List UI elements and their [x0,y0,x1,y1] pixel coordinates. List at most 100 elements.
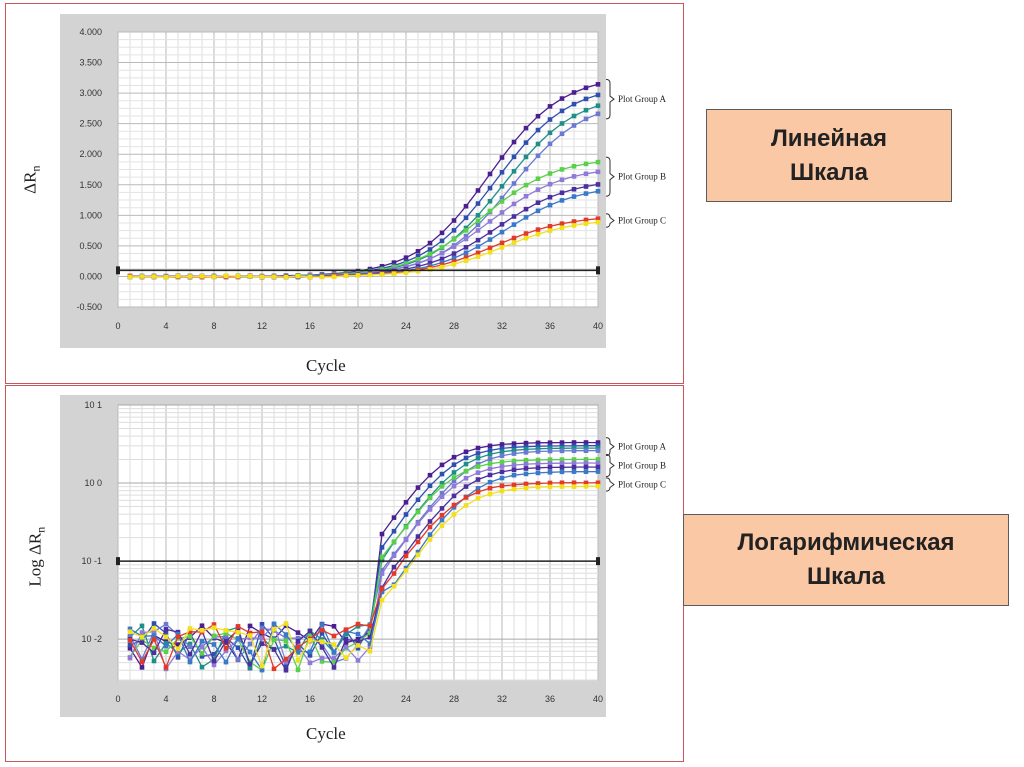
log-series-1-4-point [547,448,553,454]
log-series-3-2-point [571,484,577,489]
linear-series-2-3-point [571,186,577,192]
linear-series-2-3-point [511,214,517,219]
log-series-1-1-point [331,623,337,629]
log-series-1-1-point [199,623,205,629]
log-series-2-3-point [139,640,145,645]
linear-series-2-1-point [463,228,469,233]
log-series-1-1-point [535,440,541,446]
log-series-1-1-point [403,499,409,505]
log-series-1-3-point [199,664,205,670]
linear-series-2-3-point [547,194,553,200]
linear-series-3-1-point [463,255,469,260]
linear-series-2-1-point [487,208,493,214]
log-series-2-3-point [499,469,505,475]
log-series-3-2-line [129,485,599,669]
log-series-3-2-point [391,583,397,589]
log-series-2-1-point [199,651,205,656]
log-series-2-2-point [211,662,217,668]
log-series-3-2-point [127,629,133,635]
log-x-axis-label: Cycle [306,724,346,743]
linear-series-2-2-point [451,244,457,249]
linear-series-1-4-point [463,233,469,239]
log-series-3-1-point [499,483,505,489]
log-series-2-1-point [415,509,421,515]
linear-series-2-1-point [439,244,445,250]
log-series-3-2-point [463,503,469,508]
log-series-2-3-point [427,519,433,524]
linear-series-1-2-point [523,140,529,145]
linear-threshold-handle-left [116,266,120,275]
log-series-1-4-point [583,448,589,454]
log-series-1-2-point [487,448,493,453]
log-series-1-4-point [475,461,481,467]
log-series-2-1-point [211,633,217,639]
linear-series-1-1-point [487,171,493,177]
log-series-2-3-point [571,464,577,470]
log-series-2-4-point [163,643,169,649]
linear-series-3-2-point [403,270,409,275]
log-series-1-3-point [523,447,529,452]
log-series-2-4-point [475,486,481,491]
linear-group-bracket [605,78,615,120]
linear-series-1-1-point [451,218,457,223]
log-series-3-2-point [199,627,205,633]
linear-series-1-1-point [391,260,397,265]
linear-series-2-4-point [523,215,529,220]
linear-series-3-2-point [127,274,133,280]
linear-series-2-3-point [535,200,541,205]
log-series-1-4-point [247,641,253,647]
log-series-2-3-point [187,651,193,657]
linear-series-2-1-point [499,199,505,204]
log-series-2-4-point [367,641,373,646]
linear-series-1-1-point [511,139,517,145]
log-series-3-2-point [343,655,349,661]
log-series-3-1-point [343,627,349,632]
linear-series-1-4-point [523,166,529,172]
linear-series-2-2-point [475,228,481,233]
log-series-2-2-point [139,630,145,635]
log-series-1-2-point [463,455,469,461]
log-series-2-1-point [187,634,193,639]
log-series-2-3-point [583,464,589,470]
log-series-1-2-point [583,443,589,449]
linear-series-3-2-point [583,221,589,226]
linear-series-2-4-point [559,198,565,203]
log-series-2-2-point [403,537,409,543]
linear-series-2-2-point [499,210,505,215]
log-series-1-3-point [571,445,577,451]
log-y-tick-label: 10 1 [84,400,102,410]
log-series-2-3-point [343,637,349,642]
log-series-2-2-point [487,466,493,472]
linear-series-2-1-point [427,251,433,257]
linear-y-tick-label: 2.500 [79,119,102,129]
linear-series-1-1-point [583,85,589,91]
linear-series-1-1-point [415,248,421,254]
linear-x-tick-label: 4 [163,321,168,331]
log-series-1-2-point [379,545,385,550]
log-series-1-1-point [427,472,433,478]
linear-series-3-1-point [523,231,529,236]
log-series-3-1-point [235,624,241,629]
log-series-3-2-point [367,648,373,654]
linear-series-3-2-point [271,274,277,279]
log-y-tick-label: 10 0 [84,478,102,488]
linear-series-2-4-point [451,255,457,261]
linear-series-2-2-point [415,260,421,266]
log-series-2-1-point [403,524,409,530]
linear-series-1-3-point [547,130,553,136]
log-series-3-1-point [175,634,181,639]
log-series-1-1-point [415,485,421,490]
log-series-3-2-point [499,488,505,494]
log-series-1-2-point [151,621,157,626]
linear-series-1-3-point [571,113,577,119]
log-series-2-3-point [271,647,277,652]
log-series-2-1-point [571,457,577,462]
log-series-3-1-point [319,627,325,633]
log-series-1-3-point [559,445,565,451]
log-series-3-2-point [187,626,193,631]
linear-series-2-2-point [535,187,541,192]
linear-series-1-4-point [583,116,589,122]
log-series-1-2-point [391,528,397,534]
linear-series-1-2-point [487,185,493,191]
linear-series-3-1-point [511,235,517,241]
